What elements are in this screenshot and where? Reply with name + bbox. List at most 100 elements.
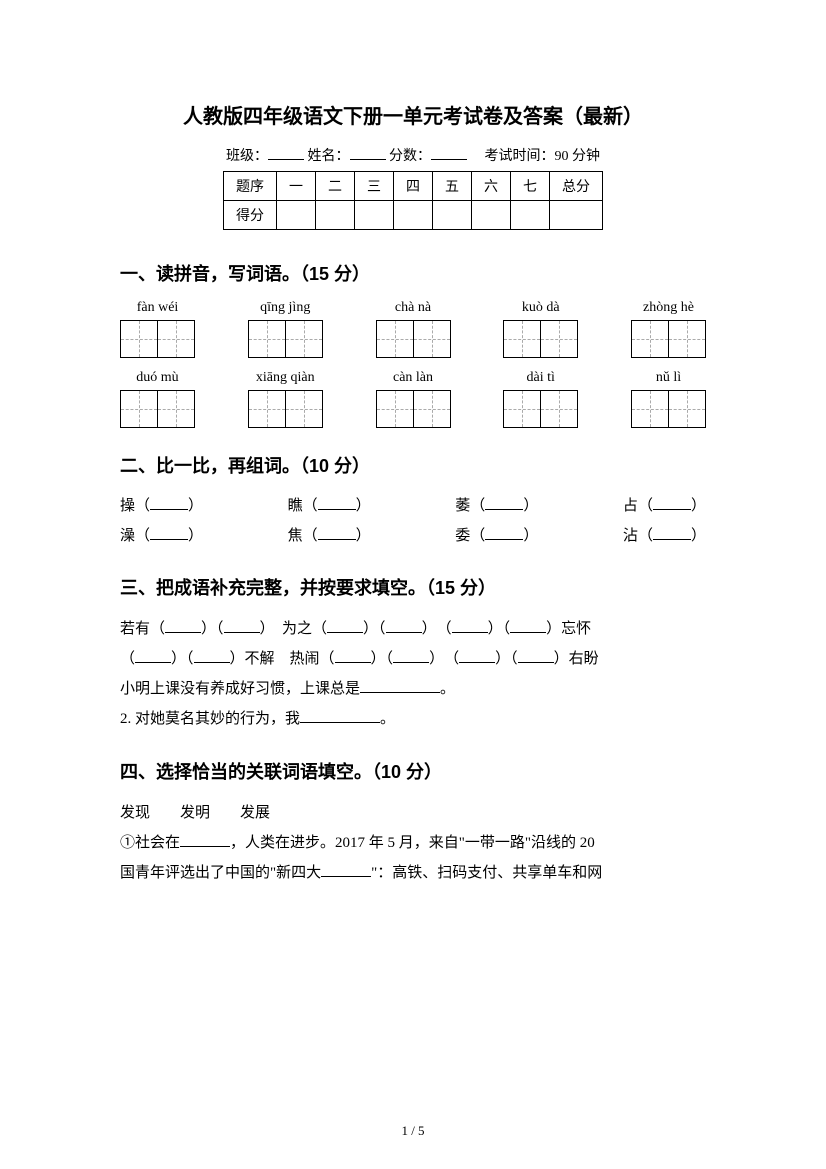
score-cell[interactable] bbox=[394, 201, 433, 230]
answer-blank[interactable] bbox=[485, 528, 523, 540]
compare-item: 萎（） bbox=[455, 492, 538, 520]
score-cell[interactable] bbox=[472, 201, 511, 230]
answer-blank[interactable] bbox=[518, 651, 554, 663]
answer-blank[interactable] bbox=[393, 651, 429, 663]
char-box[interactable] bbox=[376, 390, 451, 428]
pinyin-item: nǔ lì bbox=[631, 370, 706, 428]
score-label: 分数： bbox=[389, 149, 431, 164]
pinyin-label: càn làn bbox=[393, 370, 433, 386]
answer-blank[interactable] bbox=[452, 621, 488, 633]
answer-blank[interactable] bbox=[318, 528, 356, 540]
idiom-line-4: 2. 对她莫名其妙的行为，我。 bbox=[120, 704, 706, 734]
compare-item: 焦（） bbox=[288, 522, 371, 550]
time-label: 考试时间：90 分钟 bbox=[485, 149, 601, 164]
name-blank[interactable] bbox=[350, 146, 386, 160]
score-row-label: 得分 bbox=[224, 201, 277, 230]
idiom-line-3: 小明上课没有养成好习惯，上课总是。 bbox=[120, 674, 706, 704]
answer-blank[interactable] bbox=[321, 865, 371, 877]
answer-blank[interactable] bbox=[180, 835, 230, 847]
score-header-cell: 七 bbox=[511, 172, 550, 201]
score-header-cell: 五 bbox=[433, 172, 472, 201]
class-blank[interactable] bbox=[268, 146, 304, 160]
answer-blank[interactable] bbox=[510, 621, 546, 633]
pinyin-label: qīng jìng bbox=[260, 300, 310, 316]
pinyin-item: fàn wéi bbox=[120, 300, 195, 358]
answer-blank[interactable] bbox=[135, 651, 171, 663]
score-cell[interactable] bbox=[433, 201, 472, 230]
pinyin-item: kuò dà bbox=[503, 300, 578, 358]
pinyin-row-2: duó mù xiāng qiàn càn làn dài tì nǔ lì bbox=[120, 370, 706, 428]
class-label: 班级： bbox=[226, 149, 268, 164]
score-header-cell: 六 bbox=[472, 172, 511, 201]
section4-heading: 四、选择恰当的关联词语填空。（10 分） bbox=[120, 758, 706, 784]
pinyin-item: duó mù bbox=[120, 370, 195, 428]
char-box[interactable] bbox=[503, 320, 578, 358]
char-box[interactable] bbox=[631, 320, 706, 358]
answer-blank[interactable] bbox=[327, 621, 363, 633]
answer-blank[interactable] bbox=[360, 681, 440, 693]
score-header-cell: 一 bbox=[277, 172, 316, 201]
answer-blank[interactable] bbox=[150, 498, 188, 510]
idiom-line-1: 若有（）（） 为之（）（） （）（）忘怀 bbox=[120, 614, 706, 644]
pinyin-label: dài tì bbox=[527, 370, 555, 386]
pinyin-item: qīng jìng bbox=[248, 300, 323, 358]
meta-row: 班级： 姓名： 分数： 考试时间：90 分钟 bbox=[120, 145, 706, 165]
pinyin-item: chà nà bbox=[376, 300, 451, 358]
char-box[interactable] bbox=[120, 320, 195, 358]
score-cell[interactable] bbox=[550, 201, 603, 230]
answer-blank[interactable] bbox=[300, 711, 380, 723]
answer-blank[interactable] bbox=[335, 651, 371, 663]
char-box[interactable] bbox=[248, 320, 323, 358]
answer-blank[interactable] bbox=[485, 498, 523, 510]
compare-item: 占（） bbox=[623, 492, 706, 520]
name-label: 姓名： bbox=[308, 149, 350, 164]
section4-words: 发现 发明 发展 bbox=[120, 798, 706, 828]
pinyin-item: càn làn bbox=[376, 370, 451, 428]
answer-blank[interactable] bbox=[165, 621, 201, 633]
answer-blank[interactable] bbox=[194, 651, 230, 663]
score-table-header-row: 题序 一 二 三 四 五 六 七 总分 bbox=[224, 172, 603, 201]
answer-blank[interactable] bbox=[459, 651, 495, 663]
score-blank[interactable] bbox=[431, 146, 467, 160]
pinyin-label: nǔ lì bbox=[656, 370, 681, 386]
page-number: 1 / 5 bbox=[0, 1123, 826, 1139]
score-cell[interactable] bbox=[511, 201, 550, 230]
char-box[interactable] bbox=[248, 390, 323, 428]
section1-heading: 一、读拼音，写词语。（15 分） bbox=[120, 260, 706, 286]
pinyin-label: xiāng qiàn bbox=[256, 370, 315, 386]
pinyin-item: zhòng hè bbox=[631, 300, 706, 358]
char-box[interactable] bbox=[631, 390, 706, 428]
char-box[interactable] bbox=[503, 390, 578, 428]
section4-paragraph: 国青年评选出了中国的"新四大"：高铁、扫码支付、共享单车和网 bbox=[120, 858, 706, 888]
answer-blank[interactable] bbox=[150, 528, 188, 540]
score-cell[interactable] bbox=[355, 201, 394, 230]
section3-heading: 三、把成语补充完整，并按要求填空。（15 分） bbox=[120, 574, 706, 600]
answer-blank[interactable] bbox=[653, 528, 691, 540]
compare-item: 操（） bbox=[120, 492, 203, 520]
score-header-cell: 四 bbox=[394, 172, 433, 201]
section4-paragraph: ①社会在，人类在进步。2017 年 5 月，来自"一带一路"沿线的 20 bbox=[120, 828, 706, 858]
answer-blank[interactable] bbox=[224, 621, 260, 633]
pinyin-label: duó mù bbox=[136, 370, 178, 386]
score-header-cell: 二 bbox=[316, 172, 355, 201]
compare-item: 委（） bbox=[455, 522, 538, 550]
pinyin-label: chà nà bbox=[395, 300, 431, 316]
score-cell[interactable] bbox=[277, 201, 316, 230]
pinyin-label: kuò dà bbox=[522, 300, 560, 316]
score-header-cell: 三 bbox=[355, 172, 394, 201]
compare-row-2: 澡（） 焦（） 委（） 沾（） bbox=[120, 522, 706, 550]
answer-blank[interactable] bbox=[386, 621, 422, 633]
compare-row-1: 操（） 瞧（） 萎（） 占（） bbox=[120, 492, 706, 520]
score-header-cell: 题序 bbox=[224, 172, 277, 201]
score-cell[interactable] bbox=[316, 201, 355, 230]
score-table: 题序 一 二 三 四 五 六 七 总分 得分 bbox=[223, 171, 603, 230]
pinyin-label: zhòng hè bbox=[643, 300, 694, 316]
compare-item: 澡（） bbox=[120, 522, 203, 550]
answer-blank[interactable] bbox=[653, 498, 691, 510]
compare-item: 瞧（） bbox=[288, 492, 371, 520]
char-box[interactable] bbox=[120, 390, 195, 428]
section2-heading: 二、比一比，再组词。（10 分） bbox=[120, 452, 706, 478]
pinyin-row-1: fàn wéi qīng jìng chà nà kuò dà zhòng hè bbox=[120, 300, 706, 358]
char-box[interactable] bbox=[376, 320, 451, 358]
answer-blank[interactable] bbox=[318, 498, 356, 510]
